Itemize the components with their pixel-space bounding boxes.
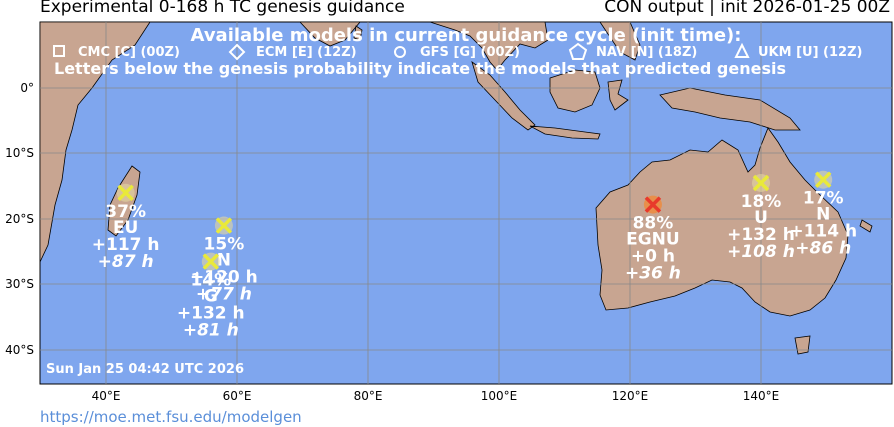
circle-icon: [394, 46, 406, 58]
x-tick-label: 80°E: [354, 389, 383, 403]
land-masses: [39, 21, 873, 355]
x-tick-label: 40°E: [92, 389, 121, 403]
y-tick-label: 40°S: [5, 343, 34, 357]
sumatra-land: [471, 60, 536, 131]
x-tick-label: 120°E: [612, 389, 649, 403]
storm-mean-time: +36 h: [625, 264, 681, 284]
sulawesi-land: [607, 79, 629, 111]
storm-first-time: +0 h: [631, 247, 675, 267]
y-tick-label: 30°S: [5, 277, 34, 291]
x-tick-label: 60°E: [223, 389, 252, 403]
storm-s4: 88%EGNU+0 h+36 h: [625, 195, 681, 284]
storm-s2: 15%N+120 h+77 h: [190, 216, 258, 305]
seasia-land: [429, 21, 549, 71]
generation-timestamp: Sun Jan 25 04:42 UTC 2026: [46, 362, 244, 377]
storm-markers: 37%EU+117 h+87 h15%N+120 h+77 h14%G+132 …: [92, 170, 857, 341]
storm-models: EGNU: [626, 230, 680, 250]
storm-mean-time: +86 h: [795, 239, 851, 259]
storm-mean-time: +108 h: [727, 242, 795, 262]
legend-model-label: ECM [E] (12Z): [256, 45, 357, 60]
storm-probability: 37%: [105, 202, 146, 222]
africa-land: [39, 21, 151, 263]
storm-probability: 15%: [204, 235, 245, 255]
genesis-x-icon: [202, 253, 220, 270]
legend-heading: Available models in current guidance cyc…: [191, 25, 742, 46]
storm-probability: 18%: [741, 192, 782, 212]
storm-s5: 18%U+132 h+108 h: [727, 173, 795, 262]
y-tick-label: 0°: [20, 81, 34, 95]
x-axis-labels: 40°E 60°E 80°E 100°E 120°E 140°E: [92, 389, 780, 403]
gridlines: [40, 22, 892, 384]
australia-land: [595, 127, 849, 317]
storm-first-time: +132 h: [177, 304, 245, 324]
storm-models: N: [217, 251, 231, 271]
storm-mean-time: +81 h: [183, 321, 239, 341]
storm-probability: 17%: [803, 189, 844, 209]
genesis-x-icon: [752, 174, 770, 192]
legend-model-label: NAV [N] (18Z): [596, 45, 697, 60]
storm-models: U: [754, 208, 768, 228]
pentagon-icon: [568, 42, 588, 60]
storm-models: N: [816, 205, 830, 225]
storm-mean-time: +77 h: [196, 285, 252, 305]
legend-model-label: UKM [U] (12Z): [758, 45, 862, 60]
map-title: Experimental 0-168 h TC genesis guidance: [40, 0, 405, 17]
pacific-island-land: [859, 219, 873, 233]
source-link[interactable]: https://moe.met.fsu.edu/modelgen: [40, 408, 302, 426]
square-icon: [53, 45, 65, 57]
storm-s3: 14%G+132 h+81 h: [177, 252, 245, 341]
srilanka-land: [353, 25, 363, 41]
triangle-icon: [734, 42, 750, 58]
diamond-icon: [228, 43, 246, 61]
newguinea-land: [659, 87, 801, 131]
legend-note: Letters below the genesis probability in…: [54, 59, 786, 78]
genesis-x-icon: [117, 184, 134, 202]
java-land: [529, 125, 601, 140]
storm-first-time: +117 h: [92, 235, 160, 255]
y-axis-labels: 0° 10°S 20°S 30°S 40°S: [5, 81, 34, 357]
x-tick-label: 100°E: [481, 389, 518, 403]
legend-model-label: CMC [C] (00Z): [78, 45, 180, 60]
storm-models: G: [204, 287, 218, 307]
genesis-x-icon: [215, 217, 233, 234]
storm-mean-time: +87 h: [98, 252, 154, 272]
storm-probability: 14%: [190, 271, 231, 291]
genesis-x-icon: [644, 196, 662, 213]
init-time-title: CON output | init 2026-01-25 00Z: [604, 0, 890, 17]
y-tick-label: 20°S: [5, 212, 34, 226]
storm-first-time: +132 h: [727, 225, 795, 245]
storm-first-time: +120 h: [190, 268, 258, 288]
storm-first-time: +114 h: [789, 222, 857, 242]
tasmania-land: [794, 335, 811, 355]
y-tick-label: 10°S: [5, 146, 34, 160]
storm-models: EU: [113, 218, 138, 238]
storm-s1: 37%EU+117 h+87 h: [92, 183, 160, 272]
legend: Available models in current guidance cyc…: [53, 25, 862, 78]
storm-s6: 17%N+114 h+86 h: [789, 170, 857, 259]
x-tick-label: 140°E: [743, 389, 780, 403]
borneo-land: [549, 69, 601, 113]
storm-probability: 88%: [633, 214, 674, 234]
india-land: [299, 21, 361, 47]
genesis-x-icon: [814, 171, 832, 188]
legend-model-label: GFS [G] (00Z): [420, 45, 520, 60]
